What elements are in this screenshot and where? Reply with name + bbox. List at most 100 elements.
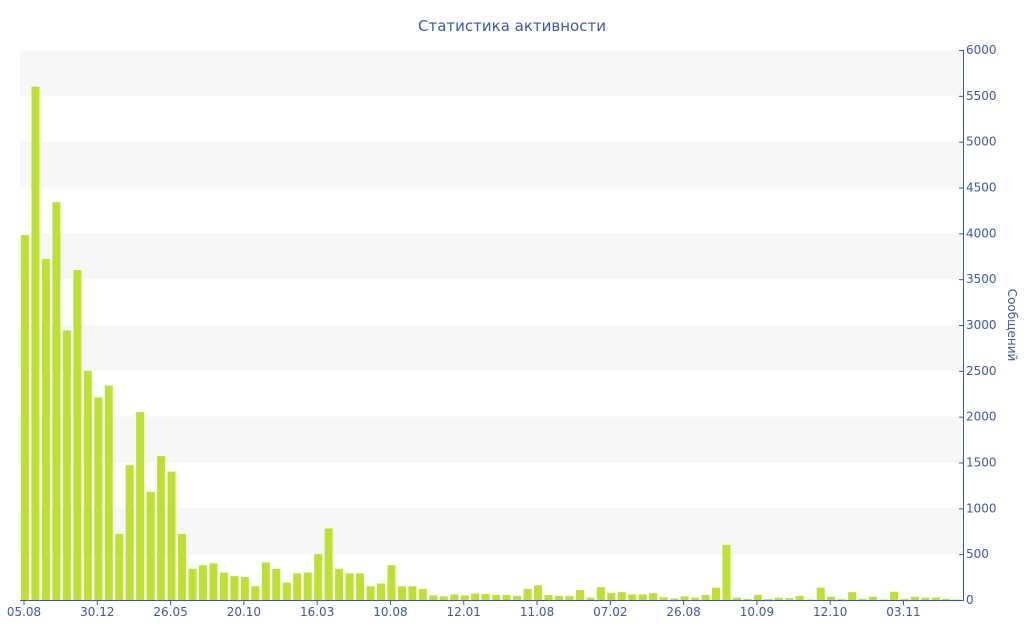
bar [869,596,878,600]
bar [743,599,752,600]
x-axis: 05.08 30.12 26.05 20.10 16.03 10.08 12.01 11.08… [7,600,963,619]
y-tick-label: 1500 [966,456,997,470]
bar [41,259,50,600]
bar [157,456,166,600]
bar [471,593,480,600]
bar [387,565,396,600]
x-tick-label: 26.05 [153,605,187,619]
x-tick-label: 12.10 [813,605,847,619]
bar [115,534,124,600]
bar [596,587,605,600]
bar [136,412,145,600]
grid-bands [20,50,963,555]
bar [785,598,794,600]
y-tick-label: 4500 [966,181,997,195]
x-tick-label: 20.10 [227,605,261,619]
bar [764,599,773,600]
bar [376,583,385,600]
grid-band [20,50,963,96]
bar [638,594,647,600]
bar [534,585,543,600]
bar [942,598,951,600]
bar [795,595,804,600]
bar [314,554,323,600]
bar [827,596,836,600]
y-tick-label: 5000 [966,135,997,149]
bar [94,397,103,600]
bar [502,594,511,600]
bar [125,465,134,600]
x-tick-label: 07.02 [593,605,627,619]
y-tick-label: 500 [966,547,989,561]
bar [513,595,522,600]
bar [439,596,448,600]
bar [73,270,82,600]
bar [450,594,459,600]
bar [418,589,427,600]
bar [282,582,291,600]
bar [816,587,825,600]
bar [481,594,490,600]
x-tick-label: 03.11 [886,605,920,619]
bar [83,370,92,600]
x-tick-label: 11.08 [520,605,554,619]
bar [691,597,700,600]
bar [240,577,249,600]
bar [460,595,469,600]
bar [104,385,113,600]
bar [753,594,762,600]
x-tick-label: 30.12 [80,605,114,619]
bar [774,597,783,600]
bar [303,572,312,600]
x-tick-label: 05.08 [7,605,41,619]
bar [366,586,375,600]
bar [324,528,333,600]
bar [492,594,501,600]
y-axis-label: Сообщений [1005,289,1019,362]
grid-band [20,416,963,463]
bars [21,86,961,600]
bar [575,589,584,600]
bar [722,545,731,600]
chart-title: Статистика активности [418,17,606,35]
x-tick-label: 16.03 [300,605,334,619]
bar [659,597,668,600]
bar [219,572,228,600]
y-axis: 0 500 1000 1500 2000 2500 3000 3500 4000 4500 5000… [959,43,997,607]
y-tick-label: 4000 [966,226,997,240]
bar [293,573,302,600]
grid-band [20,508,963,555]
grid-band [20,141,963,188]
bar [251,586,260,600]
y-tick-label: 6000 [966,43,997,57]
bar [858,598,867,600]
y-tick-label: 2000 [966,410,997,424]
bar [921,597,930,600]
bar [356,573,365,600]
x-tick-label: 26.08 [666,605,700,619]
bar [167,471,176,600]
x-tick-label: 12.01 [447,605,481,619]
bar [429,595,438,600]
bar [21,235,29,600]
bar [261,562,270,600]
x-tick-label: 10.09 [740,605,774,619]
bar [931,597,940,600]
grid-band [20,233,963,280]
bar [52,202,61,600]
bar [670,598,679,600]
bar [910,596,919,600]
y-tick-label: 1000 [966,501,997,515]
bar [586,597,595,600]
y-tick-label: 5500 [966,89,997,103]
bar [146,491,155,600]
bar [272,568,281,600]
bar [188,568,197,600]
bar [900,598,909,600]
bar [701,594,710,600]
bar [554,595,563,600]
y-tick-label: 3000 [966,318,997,332]
bar [649,593,658,600]
bar [178,534,187,600]
